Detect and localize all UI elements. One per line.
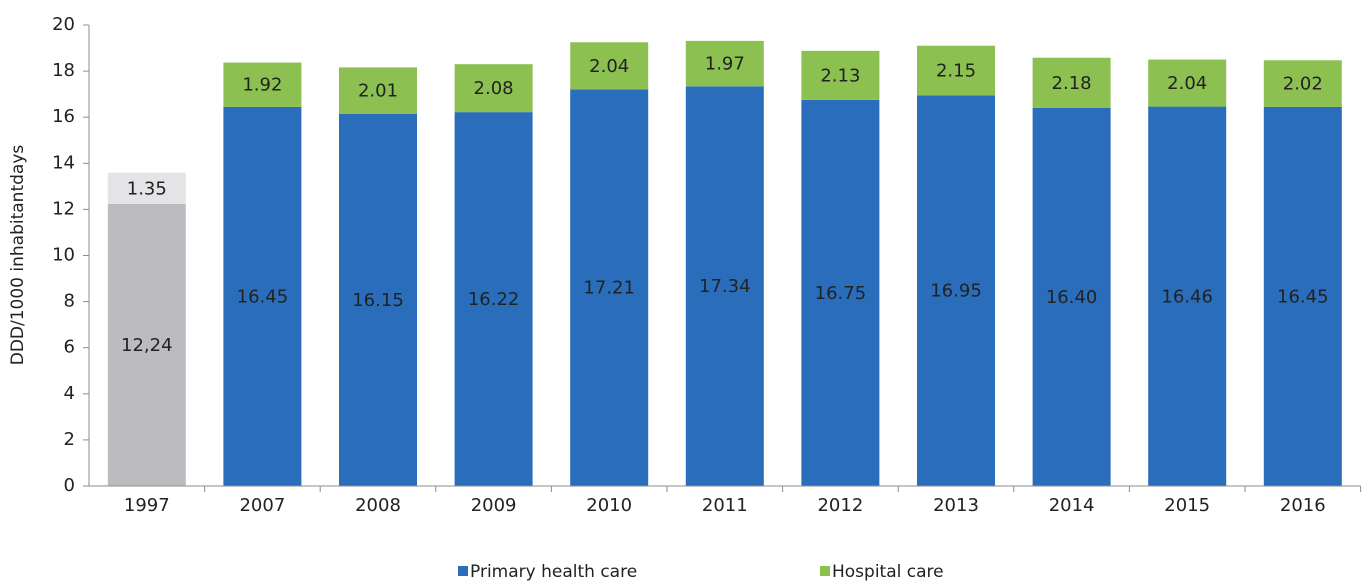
- bar-segment: [1263, 106, 1342, 486]
- data-label: 1.35: [127, 178, 167, 199]
- bar-segment: [917, 45, 995, 96]
- x-tick-label: 1997: [124, 495, 170, 516]
- bar-segment: [339, 67, 417, 114]
- data-label: 2.01: [358, 81, 398, 102]
- y-tick-label: 16: [52, 106, 75, 127]
- y-tick-label: 6: [64, 337, 75, 358]
- y-tick-label: 18: [52, 60, 75, 81]
- bar-segment: [1148, 59, 1227, 107]
- data-label: 12,24: [121, 335, 173, 356]
- bar-segment: [223, 106, 302, 486]
- bar-segment: [570, 89, 649, 486]
- x-tick-label: 2013: [933, 495, 979, 516]
- bar-segment: [801, 50, 880, 100]
- data-label: 2.18: [1052, 73, 1092, 94]
- y-tick-label: 2: [64, 429, 75, 450]
- y-tick-label: 8: [64, 291, 75, 312]
- y-tick-label: 10: [52, 245, 75, 266]
- bar-segment: [917, 95, 995, 487]
- x-tick-label: 2016: [1280, 495, 1326, 516]
- data-label: 1.92: [242, 75, 282, 96]
- bar-segment: [1032, 107, 1111, 486]
- data-label: 16.15: [352, 290, 404, 311]
- bar-segment: [685, 86, 764, 487]
- legend-label: Hospital care: [832, 562, 944, 582]
- data-label: 16.46: [1161, 286, 1213, 307]
- y-axis-label: DDD/1000 inhabitantdays: [8, 145, 28, 366]
- legend-swatch: [820, 566, 830, 576]
- data-label: 2.13: [820, 65, 860, 86]
- data-label: 16.40: [1046, 287, 1098, 308]
- bar-segment: [1032, 57, 1111, 108]
- bar-segment: [801, 99, 880, 486]
- y-tick-label: 12: [52, 198, 75, 219]
- bar-segment: [223, 62, 302, 107]
- data-label: 16.45: [237, 286, 289, 307]
- data-label: 2.04: [589, 56, 629, 77]
- x-tick-label: 2014: [1049, 495, 1095, 516]
- bar-segment: [107, 172, 186, 204]
- data-label: 2.08: [474, 78, 514, 99]
- data-label: 16.45: [1277, 286, 1329, 307]
- data-label: 2.15: [936, 61, 976, 82]
- x-tick-label: 2010: [586, 495, 632, 516]
- bar-segment: [454, 64, 533, 113]
- y-tick-label: 20: [52, 14, 75, 35]
- x-tick-label: 2011: [702, 495, 748, 516]
- data-label: 17.21: [583, 278, 635, 299]
- x-tick-label: 2015: [1164, 495, 1210, 516]
- x-tick-label: 2007: [239, 495, 285, 516]
- legend-swatch: [458, 566, 468, 576]
- data-label: 2.04: [1167, 73, 1207, 94]
- data-label: 16.95: [930, 281, 982, 302]
- y-tick-label: 4: [64, 383, 75, 404]
- y-tick-label: 14: [52, 152, 75, 173]
- bar-segment: [1148, 106, 1227, 487]
- y-tick-label: 0: [64, 475, 75, 496]
- data-label: 2.02: [1283, 74, 1323, 95]
- legend-label: Primary health care: [470, 562, 637, 582]
- data-label: 16.75: [815, 283, 867, 304]
- bar-segment: [339, 113, 417, 487]
- bar-segment: [107, 203, 186, 487]
- bar-segment: [1263, 60, 1342, 107]
- data-label: 16.22: [468, 289, 520, 310]
- bar-segment: [570, 42, 649, 90]
- bar-segment: [685, 40, 764, 87]
- data-label: 17.34: [699, 276, 751, 297]
- x-tick-label: 2012: [817, 495, 863, 516]
- x-tick-label: 2009: [471, 495, 517, 516]
- x-tick-label: 2008: [355, 495, 401, 516]
- bar-segment: [454, 112, 533, 486]
- data-label: 1.97: [705, 54, 745, 75]
